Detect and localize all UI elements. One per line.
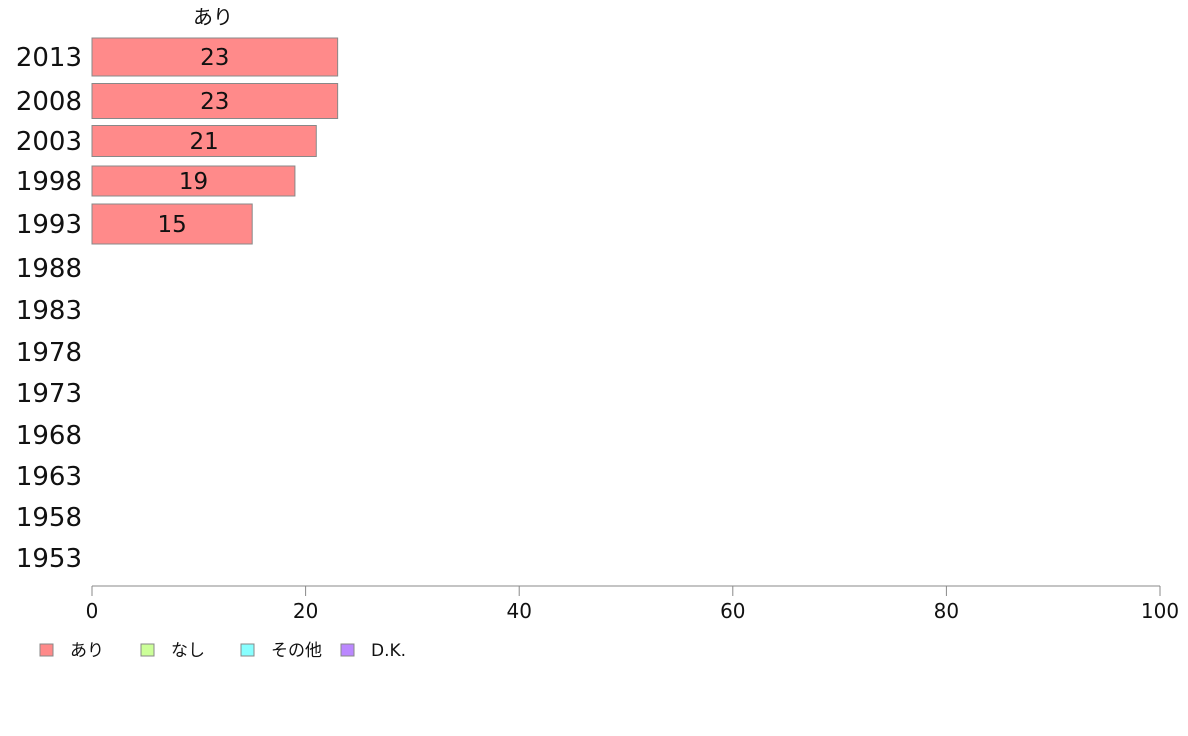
bar-value-label-1998: 19 [179, 169, 208, 195]
bar-1998 [91, 165, 296, 197]
category-label-1993: 1993 [16, 210, 82, 240]
bar-value-label-1993: 15 [157, 212, 186, 238]
legend-swatch-3 [240, 643, 255, 657]
bar-2013 [91, 37, 339, 77]
x-tick-label-80: 80 [934, 599, 959, 623]
bar-1993 [91, 203, 253, 245]
legend-swatch-4 [340, 643, 355, 657]
category-label-1978: 1978 [16, 338, 82, 368]
x-tick-label-40: 40 [506, 599, 531, 623]
legend-swatch-1 [39, 643, 54, 657]
bars-group: 23 23 21 19 15 [91, 37, 339, 245]
legend: あり なし その他 D.K. [39, 641, 406, 661]
legend-label-2: なし [171, 641, 205, 661]
x-tick-label-60: 60 [720, 599, 745, 623]
x-tick-label-100: 100 [1141, 599, 1179, 623]
legend-label-1: あり [70, 641, 104, 661]
category-label-1988: 1988 [16, 254, 82, 284]
legend-swatch-2 [140, 643, 155, 657]
category-label-2003: 2003 [16, 127, 82, 157]
category-label-1973: 1973 [16, 379, 82, 409]
bar-value-label-2003: 21 [189, 129, 218, 155]
category-label-2008: 2008 [16, 87, 82, 117]
x-axis: 0 20 40 60 80 100 [86, 585, 1179, 623]
category-label-1998: 1998 [16, 167, 82, 197]
category-labels: 2013 2008 2003 1998 1993 1988 1983 1978 1973 1968… [16, 43, 82, 574]
category-label-1963: 1963 [16, 462, 82, 492]
bar-value-label-2008: 23 [200, 89, 229, 115]
bar-value-label-2013: 23 [200, 45, 229, 71]
legend-label-3: その他 [271, 641, 322, 661]
category-label-1968: 1968 [16, 421, 82, 451]
x-tick-label-20: 20 [293, 599, 318, 623]
bar-2003 [91, 125, 317, 157]
x-tick-label-0: 0 [86, 599, 99, 623]
bar-2008 [91, 83, 339, 119]
category-label-1953: 1953 [16, 544, 82, 574]
category-label-2013: 2013 [16, 43, 82, 73]
series-title: あり [193, 5, 233, 29]
category-label-1958: 1958 [16, 503, 82, 533]
legend-label-4: D.K. [371, 641, 406, 661]
category-label-1983: 1983 [16, 296, 82, 326]
